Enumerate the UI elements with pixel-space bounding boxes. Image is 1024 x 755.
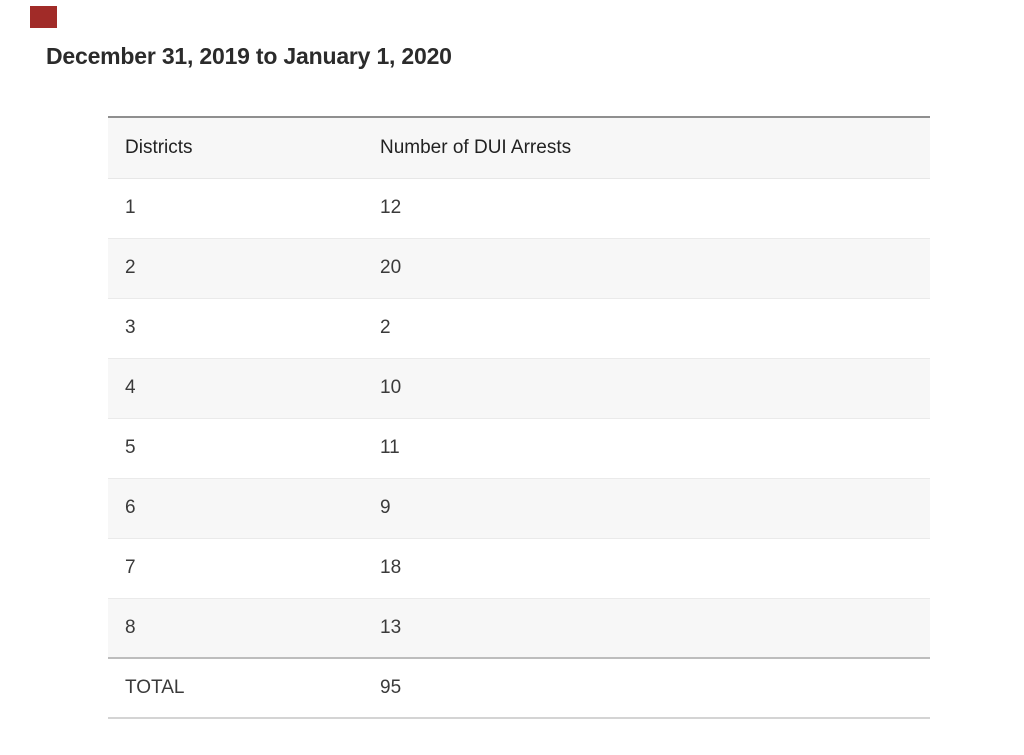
table-row-total: TOTAL 95 [108, 658, 930, 718]
district-cell: 2 [125, 257, 136, 278]
table-row: 7 18 [108, 538, 930, 598]
table-row: 6 9 [108, 478, 930, 538]
table-row: 3 2 [108, 298, 930, 358]
district-cell: 4 [125, 377, 136, 398]
district-cell: 8 [125, 616, 136, 638]
page-title: December 31, 2019 to January 1, 2020 [46, 43, 452, 69]
district-cell: 5 [125, 437, 136, 458]
district-cell: 1 [125, 197, 136, 218]
table-row: 8 13 [108, 598, 930, 658]
district-cell: 7 [125, 557, 136, 578]
table-row: 1 12 [108, 178, 930, 238]
dui-arrests-table: Districts Number of DUI Arrests 1 12 2 2… [108, 116, 930, 719]
arrests-cell: 13 [380, 616, 402, 638]
district-cell: 3 [125, 317, 136, 338]
table-header: Districts Number of DUI Arrests [108, 117, 930, 178]
total-label-cell: TOTAL [125, 677, 185, 698]
arrests-cell: 12 [380, 197, 402, 218]
arrests-cell: 9 [380, 497, 391, 518]
arrests-cell: 11 [380, 437, 400, 458]
column-header-arrests: Number of DUI Arrests [380, 136, 572, 158]
arrests-cell: 2 [380, 317, 391, 338]
table-row: 2 20 [108, 238, 930, 298]
table-row: 5 11 [108, 418, 930, 478]
red-square-marker [30, 6, 57, 28]
arrests-cell: 20 [380, 257, 402, 278]
column-header-districts: Districts [125, 136, 193, 158]
table-row: 4 10 [108, 358, 930, 418]
total-value-cell: 95 [380, 677, 402, 698]
arrests-cell: 18 [380, 557, 402, 578]
header-row: Districts Number of DUI Arrests [108, 117, 930, 178]
district-cell: 6 [125, 497, 136, 518]
arrests-cell: 10 [380, 377, 402, 398]
